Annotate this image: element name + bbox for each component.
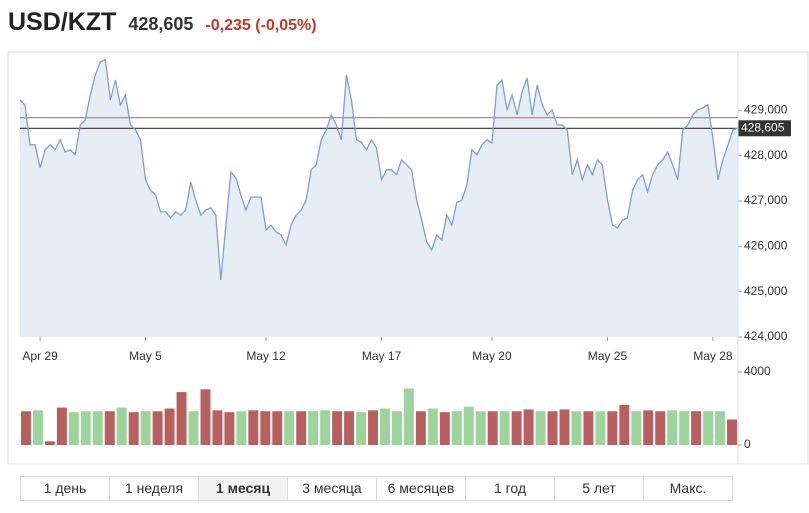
x-tick-label: Apr 29 <box>22 349 58 363</box>
timeframe-bar: 1 день 1 неделя 1 месяц 3 месяца 6 месяцев 1 … <box>20 476 733 501</box>
volume-bar <box>380 408 390 445</box>
volume-bar <box>475 411 486 445</box>
volume-bar <box>320 410 331 445</box>
volume-bar <box>116 407 127 445</box>
volume-bar <box>248 410 259 445</box>
volume-bar <box>499 411 510 445</box>
volume-bar <box>260 411 271 445</box>
volume-bar <box>21 411 31 445</box>
volume-bar <box>655 411 666 445</box>
volume-bar <box>427 408 438 445</box>
volume-bar <box>715 411 726 445</box>
volume-bar <box>296 411 307 445</box>
volume-bar <box>511 411 522 445</box>
x-tick-label: May 17 <box>362 349 402 363</box>
volume-bar <box>32 410 43 445</box>
timeframe-button[interactable]: 1 неделя <box>110 477 199 500</box>
y-tick-label: 427,000 <box>744 193 788 207</box>
x-tick-label: May 28 <box>693 349 733 363</box>
volume-bar <box>332 411 343 445</box>
volume-bar <box>523 409 534 445</box>
timeframe-button[interactable]: 1 месяц <box>199 477 288 500</box>
pair: USD/KZT <box>8 8 117 36</box>
volume-bar <box>451 411 462 445</box>
last-price-badge <box>738 120 791 137</box>
volume-bar <box>368 410 378 445</box>
timeframe-button[interactable]: Макс. <box>669 480 707 496</box>
volume-bar <box>188 411 199 445</box>
volume-bar <box>643 410 654 445</box>
chart-frame <box>7 51 809 465</box>
timeframe-button[interactable]: 6 месяцев <box>377 477 466 500</box>
volume-bar <box>559 409 570 445</box>
volume-bar <box>140 411 151 445</box>
volume-bar <box>92 411 103 445</box>
x-tick-label: May 20 <box>472 349 512 363</box>
x-tick-label: May 12 <box>246 349 286 363</box>
change-pct: (-0,05%) <box>255 17 317 34</box>
volume-bar <box>703 411 714 445</box>
chart: Investing.com429,000428,000427,000426,00… <box>7 51 809 465</box>
volume-bar <box>56 407 67 445</box>
y-tick-label: 428,000 <box>744 148 788 162</box>
volume-bar <box>583 411 594 445</box>
volume-bar <box>308 411 319 445</box>
volume-bar <box>272 411 283 445</box>
volume-bar <box>403 388 414 445</box>
volume-bar <box>176 392 187 445</box>
volume-bar <box>415 411 426 445</box>
x-tick-label: May 25 <box>588 349 628 363</box>
volume-bar <box>356 412 367 445</box>
y-tick-label: 424,000 <box>744 329 788 343</box>
volume-bar <box>487 411 498 445</box>
volume-bar <box>344 411 355 445</box>
volume-bar <box>224 412 235 445</box>
timeframe-button[interactable]: 1 год <box>466 477 555 500</box>
volume-bar <box>535 411 546 445</box>
volume-bar <box>619 404 630 445</box>
volume-bar <box>727 419 737 445</box>
volume-bar <box>80 411 91 445</box>
volume-bar <box>679 411 690 445</box>
volume-bar <box>212 410 223 445</box>
volume-bar <box>164 408 175 445</box>
timeframe-button[interactable]: 5 лет <box>555 477 644 500</box>
change-value: -0,235 <box>205 17 251 34</box>
volume-bar <box>152 411 163 445</box>
change: -0,235 (-0,05%) <box>205 17 316 35</box>
volume-bar <box>128 412 139 445</box>
price-line <box>19 58 739 280</box>
volume-bar <box>104 411 115 445</box>
volume-bar <box>631 411 642 445</box>
last-price: 428,605 <box>128 14 194 34</box>
volume-tick-label: 4000 <box>744 364 771 378</box>
volume-bar <box>68 412 79 445</box>
volume-bar <box>391 411 402 445</box>
volume-bar <box>200 389 211 445</box>
x-tick-label: May 5 <box>129 349 162 363</box>
volume-bar <box>691 411 702 445</box>
area <box>20 59 738 337</box>
volume-bar <box>439 412 450 445</box>
volume-tick-label: 0 <box>744 437 751 451</box>
header: USD/KZT 428,605 -0,235 (-0,05%) <box>8 8 317 37</box>
volume-bar <box>236 411 247 445</box>
volume-bar <box>44 441 55 445</box>
volume-bar <box>595 411 606 445</box>
volume-bar <box>547 411 558 445</box>
volume-bar <box>463 406 474 445</box>
timeframe-button[interactable]: 1 день <box>21 477 110 500</box>
volume-bar <box>667 410 678 445</box>
y-tick-label: 429,000 <box>744 103 788 117</box>
volume-bar <box>571 411 582 445</box>
volume-bar <box>284 411 295 445</box>
timeframe-button[interactable]: 3 месяца <box>288 477 377 500</box>
y-tick-label: 425,000 <box>744 284 788 298</box>
last-price-badge-label: 428,605 <box>741 120 785 134</box>
volume-bar <box>607 411 618 445</box>
y-tick-label: 426,000 <box>744 239 788 253</box>
